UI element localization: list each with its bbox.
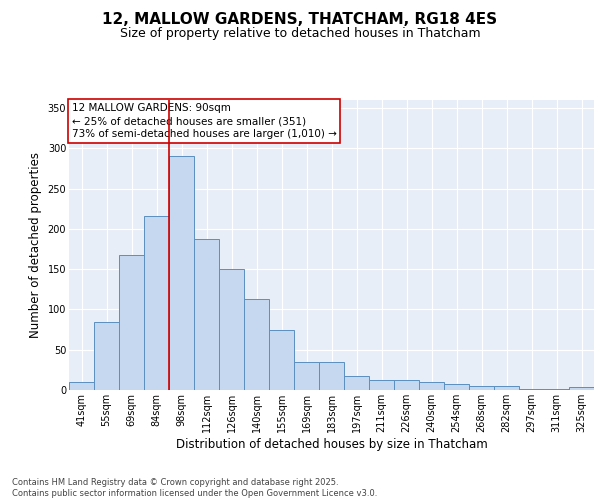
Text: 12 MALLOW GARDENS: 90sqm
← 25% of detached houses are smaller (351)
73% of semi-: 12 MALLOW GARDENS: 90sqm ← 25% of detach… xyxy=(71,103,337,140)
Bar xyxy=(569,387,594,390)
Text: 12, MALLOW GARDENS, THATCHAM, RG18 4ES: 12, MALLOW GARDENS, THATCHAM, RG18 4ES xyxy=(103,12,497,28)
Bar xyxy=(544,389,569,390)
Bar xyxy=(244,299,269,390)
Bar xyxy=(344,376,369,390)
Bar xyxy=(419,382,444,390)
Bar xyxy=(294,362,319,390)
Bar xyxy=(444,384,469,390)
Bar xyxy=(519,389,544,390)
Text: Contains HM Land Registry data © Crown copyright and database right 2025.
Contai: Contains HM Land Registry data © Crown c… xyxy=(12,478,377,498)
Bar xyxy=(369,380,394,390)
Bar xyxy=(194,240,219,390)
X-axis label: Distribution of detached houses by size in Thatcham: Distribution of detached houses by size … xyxy=(176,438,487,450)
Bar xyxy=(269,330,294,390)
Bar xyxy=(394,380,419,390)
Bar xyxy=(69,382,94,390)
Bar xyxy=(494,386,519,390)
Text: Size of property relative to detached houses in Thatcham: Size of property relative to detached ho… xyxy=(119,28,481,40)
Bar xyxy=(319,362,344,390)
Bar xyxy=(119,256,144,390)
Bar xyxy=(469,386,494,390)
Bar xyxy=(94,322,119,390)
Bar xyxy=(144,216,169,390)
Bar xyxy=(169,156,194,390)
Y-axis label: Number of detached properties: Number of detached properties xyxy=(29,152,42,338)
Bar xyxy=(219,269,244,390)
